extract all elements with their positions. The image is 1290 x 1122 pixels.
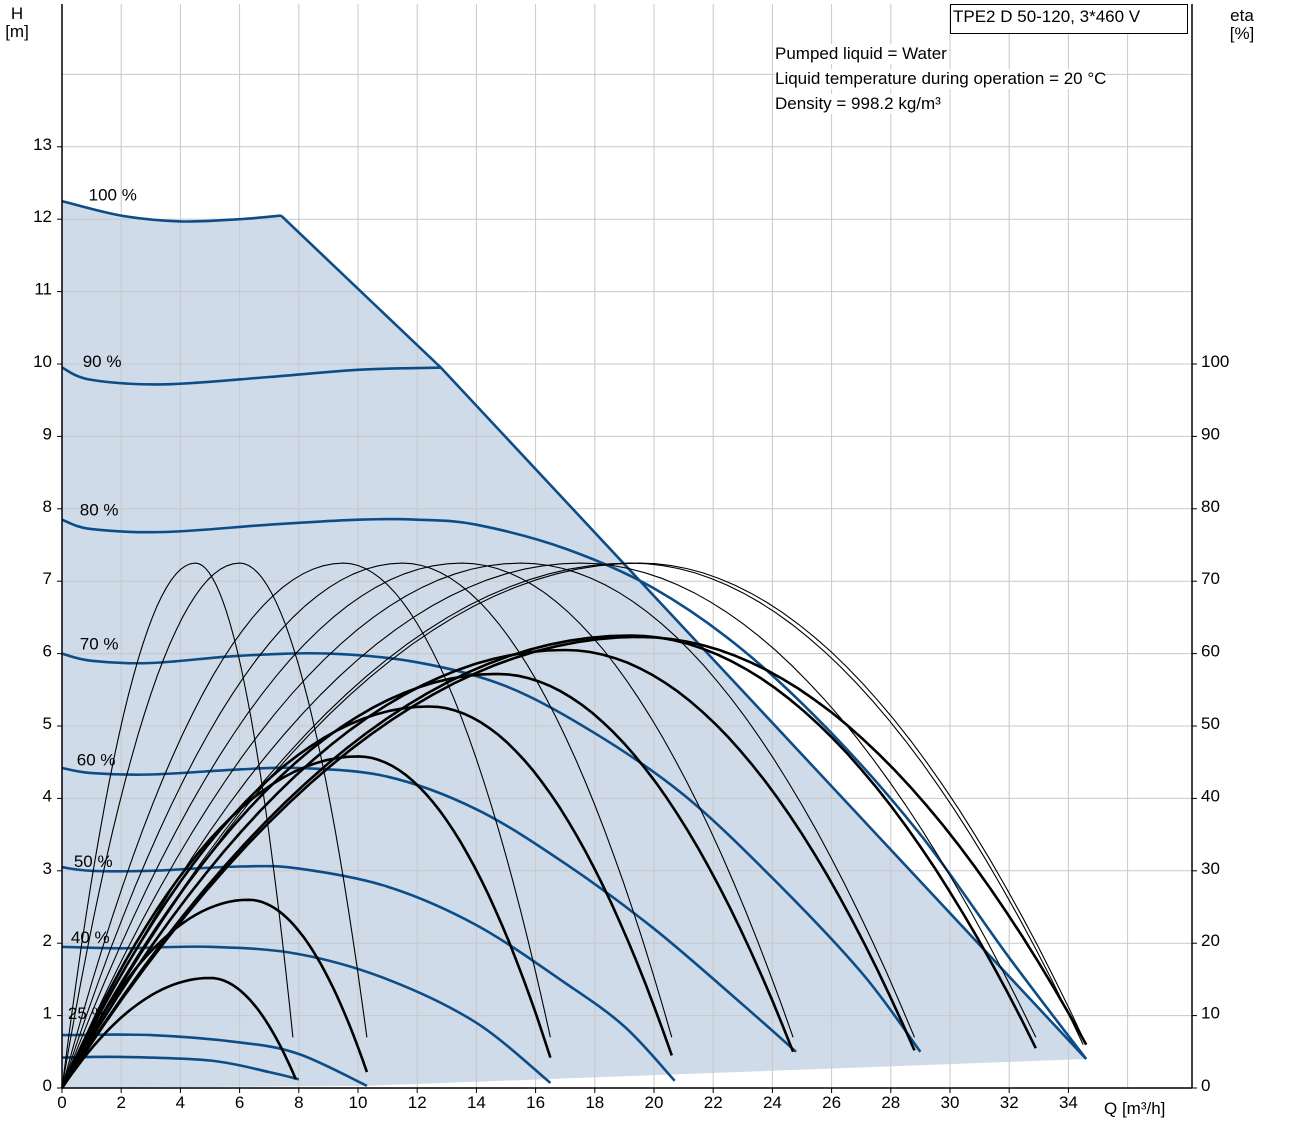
- y-tick-label: 1: [43, 1004, 52, 1023]
- y-axis-right-unit: [%]: [1229, 24, 1255, 43]
- operating-area: [62, 201, 1087, 1089]
- head-curve-min: [61, 1055, 300, 1081]
- efficiency-curve-thin-1: [61, 562, 294, 1089]
- efficiency-curve-thick-3: [60, 755, 552, 1089]
- x-tick-label: 30: [941, 1093, 960, 1112]
- head-curve-label: 40 %: [71, 928, 110, 947]
- head-curve-label: 90 %: [83, 352, 122, 371]
- efficiency-curve-thick-1: [60, 976, 297, 1089]
- note-pumped-liquid: Pumped liquid = Water: [775, 44, 947, 64]
- y-axis-left-name: H: [10, 4, 24, 23]
- efficiency-curve-thick-2: [60, 898, 369, 1089]
- note-density: Density = 998.2 kg/m³: [775, 94, 941, 114]
- head-curve-50: [61, 864, 676, 1082]
- eta-tick-label: 10: [1201, 1004, 1220, 1023]
- y-tick-label: 9: [43, 424, 52, 443]
- y-tick-label: 8: [43, 497, 52, 516]
- efficiency-curve-thin-3: [61, 562, 551, 1089]
- y-tick-label: 3: [43, 859, 52, 878]
- efficiency-curve-thin-2: [61, 562, 368, 1089]
- x-tick-label: 16: [526, 1093, 545, 1112]
- y-tick-label: 10: [33, 352, 52, 371]
- y-tick-label: 5: [43, 714, 52, 733]
- y-axis-left-unit: [m]: [5, 22, 29, 41]
- efficiency-curve-thick-7: [60, 634, 1037, 1089]
- x-tick-label: 34: [1059, 1093, 1078, 1112]
- head-curve-label: 70 %: [80, 635, 119, 654]
- head-curve-label: 25 %: [68, 1004, 107, 1023]
- head-curve-label: 100 %: [89, 186, 137, 205]
- x-tick-label: 20: [645, 1093, 664, 1112]
- eta-tick-label: 20: [1201, 931, 1220, 950]
- x-tick-label: 12: [408, 1093, 427, 1112]
- efficiency-curve-thick-5: [60, 672, 795, 1089]
- note-liquid-temperature: Liquid temperature during operation = 20…: [775, 69, 1107, 89]
- eta-tick-label: 90: [1201, 424, 1220, 443]
- y-axis-right-label: eta [%]: [1222, 7, 1262, 43]
- x-tick-label: 18: [585, 1093, 604, 1112]
- y-tick-label: 7: [43, 569, 52, 588]
- x-tick-label: 2: [116, 1093, 125, 1112]
- operating-area-layer: [62, 201, 1087, 1089]
- x-tick-label: 4: [176, 1093, 185, 1112]
- curve-labels-layer: 100 % 90 % 80 % 70 % 60 % 50 % 40 % 25 %: [68, 186, 137, 1023]
- x-tick-label: 0: [57, 1093, 66, 1112]
- efficiency-curve-thick-8: [60, 635, 1088, 1089]
- eta-tick-label: 50: [1201, 714, 1220, 733]
- y-tick-label: 0: [43, 1076, 52, 1095]
- chart-title: TPE2 D 50-120, 3*460 V: [953, 7, 1141, 26]
- eta-tick-label: 30: [1201, 859, 1220, 878]
- y-tick-label: 4: [43, 786, 52, 805]
- eta-tick-label: 60: [1201, 642, 1220, 661]
- efficiency-curve-thin-4: [61, 562, 673, 1089]
- x-tick-label: 8: [294, 1093, 303, 1112]
- eta-tick-label: 100: [1201, 352, 1229, 371]
- head-curve-70: [61, 651, 922, 1053]
- x-tick-label: 10: [349, 1093, 368, 1112]
- y-tick-label: 11: [34, 280, 52, 299]
- eta-tick-label: 40: [1201, 786, 1220, 805]
- y-axis-left-label: H [m]: [4, 5, 30, 41]
- y-tick-label: 6: [43, 642, 52, 661]
- efficiency-curve-thin-5: [61, 562, 794, 1089]
- eta-tick-label: 70: [1201, 569, 1220, 588]
- x-tick-label: 14: [467, 1093, 486, 1112]
- x-tick-label: 24: [763, 1093, 782, 1112]
- head-curve-40: [61, 945, 552, 1084]
- x-axis-label: Q [m³/h]: [1104, 1099, 1166, 1118]
- x-tick-label: 26: [822, 1093, 841, 1112]
- head-curve-90: [61, 366, 441, 386]
- head-curve-60: [61, 766, 797, 1053]
- head-curve-100: [61, 199, 282, 223]
- y-tick-label: 13: [33, 135, 52, 154]
- chart-title-box: [950, 4, 1188, 34]
- eta-tick-label: 0: [1201, 1076, 1210, 1095]
- head-curve-label: 80 %: [80, 501, 119, 520]
- x-tick-label: 32: [1000, 1093, 1019, 1112]
- head-curves-layer: [61, 199, 1088, 1087]
- efficiency-curve-thick-4: [60, 705, 674, 1089]
- head-curve-label: 50 %: [74, 852, 113, 871]
- efficiency-curve-thin-7: [61, 562, 1037, 1089]
- x-tick-label: 6: [235, 1093, 244, 1112]
- x-tick-label: 28: [881, 1093, 900, 1112]
- plot-frame: [61, 4, 1193, 1089]
- head-curve-25: [61, 1033, 368, 1087]
- y-axis-right-name: eta: [1230, 6, 1254, 25]
- grid-layer: [62, 4, 1192, 1088]
- efficiency-curve-thick-6: [60, 648, 916, 1089]
- eta-tick-label: 80: [1201, 497, 1220, 516]
- y-tick-label: 12: [33, 207, 52, 226]
- x-tick-label: 22: [704, 1093, 723, 1112]
- max-power-boundary: [280, 214, 1088, 1060]
- y-tick-label: 2: [43, 931, 52, 950]
- head-curve-80: [61, 517, 1088, 1060]
- tick-labels-layer: 0 2 4 6 8 10 12 14 16 18 20 22 24 26 28 30 32 34012345678…: [33, 135, 1229, 1112]
- efficiency-curve-thin-6: [61, 562, 916, 1089]
- head-curve-label: 60 %: [77, 750, 116, 769]
- efficiency-curves-layer: [60, 562, 1088, 1089]
